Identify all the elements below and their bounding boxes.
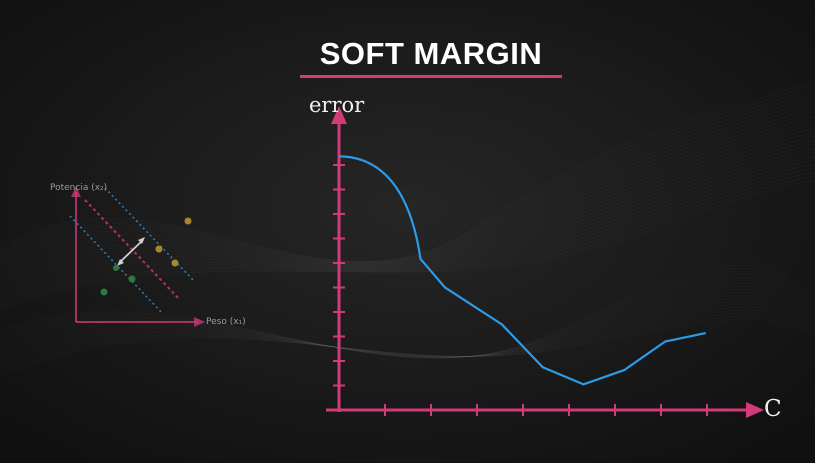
wave-line (0, 87, 815, 263)
wave-line (0, 139, 815, 287)
x-axis-arrow (746, 402, 764, 418)
wave-line (0, 79, 815, 262)
wave-line (0, 123, 815, 277)
data-point (113, 265, 119, 271)
wave-line (0, 91, 815, 263)
wave-line (0, 318, 815, 378)
margin-arrow-head-top (138, 237, 145, 244)
page-title: SOFT MARGIN (319, 36, 543, 71)
data-point (100, 288, 108, 296)
wave-line (0, 315, 815, 376)
wave-line (0, 155, 815, 296)
wave-texture (0, 79, 815, 378)
data-point (128, 275, 136, 283)
wave-line (0, 271, 815, 359)
wave-line (0, 163, 815, 301)
wave-line (0, 83, 815, 263)
inset-y-arrow (71, 186, 81, 197)
wave-line (0, 143, 815, 289)
wave-line (0, 265, 815, 359)
wave-line (0, 294, 815, 358)
inset-x-label: Peso (x₁) (206, 317, 246, 327)
wave-line (0, 300, 815, 363)
margin-arrow-head-bottom (117, 259, 124, 266)
wave-line (0, 312, 815, 373)
margin-width-arrow (118, 239, 144, 264)
wave-line (0, 268, 815, 359)
y-axis-label: error (309, 93, 365, 117)
data-point (184, 217, 192, 225)
y-axis-arrow (331, 106, 347, 124)
title-underline (300, 75, 562, 78)
wave-line (0, 115, 815, 272)
wave-line (0, 179, 815, 311)
wave-line (0, 171, 815, 306)
wave-line (0, 288, 815, 358)
error-curve (338, 155, 706, 386)
wave-line (0, 167, 815, 304)
wave-line (0, 151, 815, 294)
wave-line (0, 131, 815, 282)
wave-line (0, 276, 815, 358)
wave-line (0, 285, 815, 358)
margin-line-upper (104, 187, 196, 283)
wave-line (0, 309, 815, 371)
wave-line (0, 103, 815, 265)
wave-line (0, 119, 815, 275)
wave-line (0, 135, 815, 284)
svm-inset (69, 186, 205, 327)
inset-x-arrow (194, 317, 205, 327)
x-axis-label: C (764, 396, 782, 422)
wave-line (0, 306, 815, 368)
wave-line (0, 262, 815, 359)
error-vs-c-chart (326, 106, 764, 418)
wave-line (0, 95, 815, 264)
wave-line (0, 297, 815, 361)
wave-line (0, 159, 815, 299)
inset-y-label: Potencia (x₂) (50, 183, 108, 193)
data-point (155, 245, 163, 253)
wave-line (0, 99, 815, 264)
wave-line (0, 175, 815, 308)
wave-line (0, 147, 815, 292)
wave-line (0, 111, 815, 270)
wave-line (0, 107, 815, 268)
wave-line (0, 282, 815, 358)
wave-line (0, 291, 815, 358)
wave-line (0, 273, 815, 358)
data-point (171, 259, 179, 267)
wave-line (0, 303, 815, 366)
